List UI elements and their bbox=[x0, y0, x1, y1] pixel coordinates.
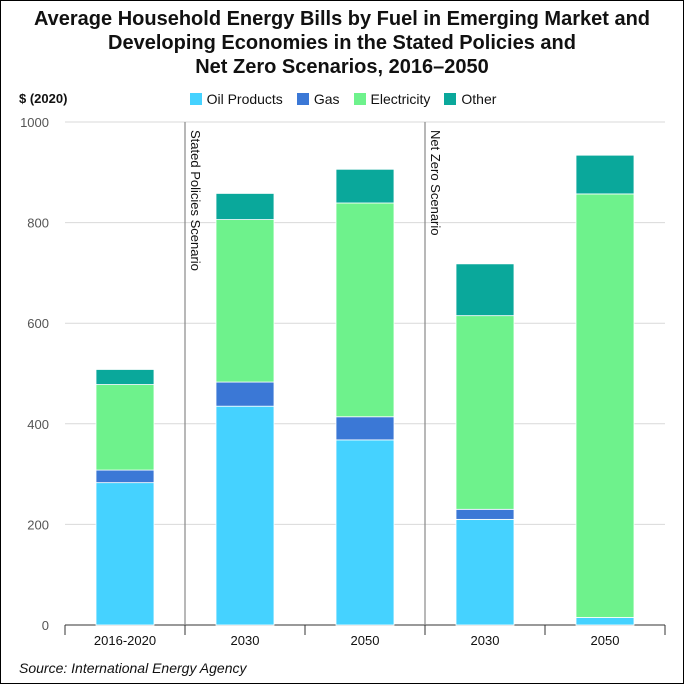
y-tick-label: 400 bbox=[27, 417, 49, 432]
scenario-label: Stated Policies Scenario bbox=[188, 130, 203, 271]
chart-title-line: Average Household Energy Bills by Fuel i… bbox=[33, 8, 651, 30]
bar-segment-electricity bbox=[575, 193, 635, 618]
x-tick-label: 2016-2020 bbox=[94, 633, 156, 648]
y-tick-label: 800 bbox=[27, 216, 49, 231]
bar-segment-oil-products bbox=[215, 405, 275, 626]
bar-segment-other bbox=[575, 154, 635, 195]
x-tick-label: 2030 bbox=[471, 633, 500, 648]
x-tick-label: 2050 bbox=[591, 633, 620, 648]
legend-label: Gas bbox=[313, 91, 340, 107]
bar-segment-other bbox=[455, 263, 515, 317]
legend-label: Electricity bbox=[370, 91, 431, 107]
bar-segment-other bbox=[215, 193, 275, 220]
bar-segment-oil-products bbox=[575, 617, 635, 626]
x-tick-label: 2050 bbox=[351, 633, 380, 648]
bar-segment-oil-products bbox=[335, 439, 395, 626]
bar-segment-other bbox=[335, 168, 395, 204]
legend-swatch-oil-products bbox=[189, 93, 202, 105]
bar-segment-other bbox=[95, 369, 155, 385]
bar-segment-oil-products bbox=[95, 482, 155, 626]
legend-item-oil-products: Oil Products bbox=[189, 91, 283, 107]
bar-segment-electricity bbox=[335, 202, 395, 418]
bar-segment-gas bbox=[455, 508, 515, 520]
scenario-label: Net Zero Scenario bbox=[428, 130, 443, 236]
bar-segment-electricity bbox=[215, 219, 275, 383]
x-tick-label: 2030 bbox=[231, 633, 260, 648]
bar-segment-gas bbox=[95, 469, 155, 484]
y-axis-unit-label: $ (2020) bbox=[19, 91, 68, 106]
legend-label: Other bbox=[461, 91, 497, 107]
y-tick-label: 600 bbox=[27, 316, 49, 331]
legend-item-other: Other bbox=[444, 91, 496, 107]
chart-legend: Oil Products Gas Electricity Other bbox=[1, 91, 684, 107]
bar-segment-gas bbox=[335, 416, 395, 441]
legend-item-electricity: Electricity bbox=[353, 91, 431, 107]
legend-swatch-electricity bbox=[353, 93, 366, 105]
chart-title-line: Developing Economies in the Stated Polic… bbox=[108, 32, 576, 54]
bar-segment-oil-products bbox=[455, 518, 515, 626]
bar-segment-electricity bbox=[455, 315, 515, 510]
bar-segment-gas bbox=[215, 381, 275, 407]
y-tick-label: 200 bbox=[27, 517, 49, 532]
bar-segment-electricity bbox=[95, 384, 155, 471]
chart-title: Average Household Energy Bills by Fuel i… bbox=[1, 7, 683, 79]
legend-item-gas: Gas bbox=[296, 91, 340, 107]
legend-label: Oil Products bbox=[206, 91, 283, 107]
legend-swatch-other bbox=[444, 93, 457, 105]
legend-swatch-gas bbox=[296, 93, 309, 105]
chart-title-line: Net Zero Scenarios, 2016–2050 bbox=[195, 56, 489, 78]
y-tick-label: 0 bbox=[42, 618, 49, 633]
y-tick-label: 1000 bbox=[20, 115, 49, 130]
source-note: Source: International Energy Agency bbox=[19, 660, 247, 676]
